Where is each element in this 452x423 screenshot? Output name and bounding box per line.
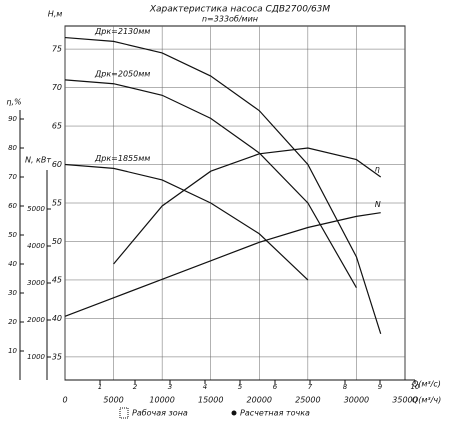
- chart-title: Характеристика насоса СДВ2700/63М: [149, 5, 331, 15]
- series-line: [64, 79, 357, 288]
- x-tick-label: 10000: [149, 396, 174, 405]
- x-tick-label: 20000: [247, 396, 272, 405]
- x2-tick-label: 10: [411, 383, 420, 391]
- x2-tick-label: 2: [133, 383, 138, 391]
- eta-axis-label: η,%: [6, 98, 21, 107]
- series-line: [64, 212, 381, 317]
- y-tick-label: 40: [52, 314, 62, 323]
- y-tick-label: 75: [52, 45, 62, 54]
- power-axis-label: N, кВт: [25, 156, 51, 165]
- y-tick-label: 50: [52, 237, 62, 246]
- eta-tick-label: 70: [8, 173, 17, 181]
- y-tick-label: 70: [52, 83, 62, 92]
- eta-tick-label: 50: [8, 231, 17, 239]
- y-axis-label: H,м: [48, 10, 63, 19]
- y-tick-label: 45: [52, 275, 62, 284]
- x-tick-label: 35000: [392, 396, 417, 405]
- x-tick-label: 15000: [198, 396, 223, 405]
- x-tick-label: 25000: [295, 396, 320, 405]
- x2-tick-label: 7: [308, 383, 313, 391]
- x2-tick-label: 4: [203, 383, 207, 391]
- x2-tick-label: 6: [273, 383, 278, 391]
- series-line: [64, 163, 309, 281]
- x2-tick-label: 8: [343, 383, 348, 391]
- x2-tick-label: 3: [168, 383, 172, 391]
- eta-tick-label: 60: [8, 202, 17, 210]
- power-tick-label: 5000: [27, 205, 45, 213]
- legend-label: Расчетная точка: [240, 409, 310, 418]
- y-tick-label: 65: [52, 122, 62, 131]
- series-label: Дрк=2130мм: [94, 27, 150, 36]
- x2-tick-label: 5: [238, 383, 243, 391]
- series-line: [64, 36, 382, 335]
- series-label: Дрк=2050мм: [94, 69, 150, 78]
- power-tick-label: 1000: [27, 353, 45, 361]
- y-tick-label: 55: [52, 199, 62, 208]
- design-point-icon: [231, 410, 237, 416]
- eta-tick-label: 80: [8, 144, 17, 152]
- series-label: η: [375, 165, 380, 174]
- series-label: N: [375, 200, 381, 209]
- eta-tick-label: 90: [8, 115, 17, 123]
- power-tick-label: 4000: [27, 242, 45, 250]
- y-tick-label: 60: [52, 160, 62, 169]
- x-tick-label: 5000: [103, 396, 123, 405]
- x2-axis-label: Q(м³/с): [412, 380, 441, 389]
- x-tick-label: 30000: [344, 396, 369, 405]
- x-tick-label: 0: [62, 396, 67, 405]
- x2-tick-label: 1: [98, 383, 102, 391]
- eta-tick-label: 40: [8, 260, 17, 268]
- work-zone-icon: [119, 407, 129, 419]
- series-line: [113, 147, 382, 265]
- eta-tick-label: 30: [8, 289, 17, 297]
- legend-label: Рабочая зона: [132, 409, 188, 418]
- y-tick-label: 35: [52, 352, 62, 361]
- power-tick-label: 3000: [27, 279, 45, 287]
- series-label: Дрк=1855мм: [94, 154, 150, 163]
- eta-tick-label: 20: [8, 318, 17, 326]
- x2-tick-label: 9: [378, 383, 383, 391]
- power-tick-label: 2000: [27, 316, 45, 324]
- x-axis-label: Q(м³/ч): [412, 396, 441, 405]
- eta-tick-label: 10: [8, 347, 17, 355]
- subtitle: n=333об/мин: [202, 15, 258, 24]
